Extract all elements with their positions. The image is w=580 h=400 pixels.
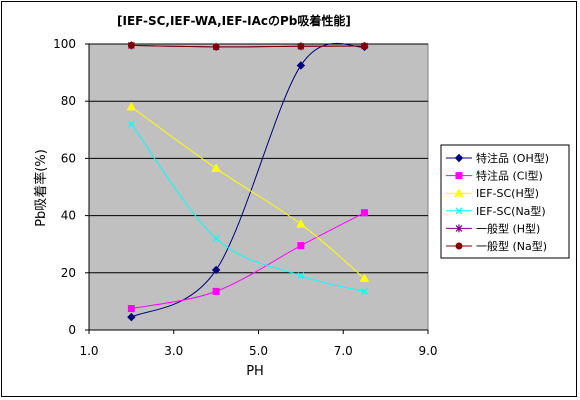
point-2-2 bbox=[296, 219, 306, 228]
legend-marker-1 bbox=[455, 172, 463, 180]
point-1-3 bbox=[360, 209, 368, 217]
legend-marker-0 bbox=[454, 153, 464, 163]
series-1 bbox=[127, 209, 368, 313]
point-1-0 bbox=[127, 305, 135, 313]
legend-item-0: 特注品 (OH型) bbox=[446, 151, 549, 165]
y-tick-label-5: 100 bbox=[53, 37, 76, 51]
legend-label-1: 特注品 (Cl型) bbox=[476, 169, 543, 183]
x-tick-label-1: 3.0 bbox=[164, 344, 183, 358]
point-3-1 bbox=[212, 235, 220, 242]
chart-title: [IEF-SC,IEF-WA,IEF-IAcのPb吸着性能] bbox=[117, 13, 351, 28]
legend-label-0: 特注品 (OH型) bbox=[476, 151, 549, 165]
legend-label-5: 一般型 (Na型) bbox=[476, 239, 547, 253]
y-axis-title: Pb吸着率(%) bbox=[33, 149, 49, 227]
grid-lines bbox=[89, 43, 428, 274]
legend-item-2: IEF-SC(H型) bbox=[446, 186, 539, 200]
point-2-3 bbox=[359, 273, 370, 283]
point-1-2 bbox=[297, 242, 305, 250]
x-axis-title: PH bbox=[246, 364, 264, 379]
point-3-3 bbox=[360, 287, 368, 295]
series-line-1 bbox=[131, 212, 365, 310]
y-tick-labels: 0 20 40 60 80 100 bbox=[53, 37, 76, 337]
series-line-3 bbox=[130, 123, 365, 292]
y-tick-label-0: 0 bbox=[68, 323, 76, 337]
point-5-2 bbox=[297, 42, 305, 50]
plot-area bbox=[88, 43, 429, 331]
point-2-0 bbox=[126, 101, 137, 111]
point-5-0 bbox=[127, 41, 135, 49]
y-tick-label-4: 80 bbox=[61, 94, 76, 108]
point-1-1 bbox=[212, 287, 220, 295]
legend-label-2: IEF-SC(H型) bbox=[476, 186, 539, 200]
y-tick-label-3: 60 bbox=[61, 151, 76, 165]
series-group bbox=[126, 41, 370, 322]
point-5-1 bbox=[212, 43, 220, 51]
y-tick-label-2: 40 bbox=[61, 209, 76, 223]
legend-marker-4 bbox=[455, 224, 463, 233]
series-3 bbox=[127, 120, 368, 295]
legend-item-3: IEF-SC(Na型) bbox=[446, 204, 546, 218]
point-2-1 bbox=[211, 163, 221, 172]
point-3-0 bbox=[127, 120, 135, 128]
series-5 bbox=[127, 41, 368, 51]
point-0-1 bbox=[211, 265, 221, 275]
x-tick-label-4: 9.0 bbox=[418, 344, 437, 358]
point-5-3 bbox=[360, 42, 368, 50]
point-0-2 bbox=[296, 61, 306, 70]
series-line-5 bbox=[131, 44, 365, 48]
legend-label-4: 一般型 (H型) bbox=[476, 221, 540, 235]
point-0-0 bbox=[127, 312, 136, 322]
series-line-0 bbox=[131, 42, 365, 318]
legend-box bbox=[440, 144, 570, 259]
point-3-2 bbox=[297, 272, 305, 280]
legend-item-1: 特注品 (Cl型) bbox=[446, 169, 543, 183]
x-tick-label-2: 5.0 bbox=[249, 344, 268, 358]
x-tick-labels: 1.0 3.0 5.0 7.0 9.0 bbox=[79, 344, 437, 358]
legend-label-3: IEF-SC(Na型) bbox=[476, 204, 546, 218]
legend-marker-3 bbox=[455, 207, 463, 215]
legend-item-4: 一般型 (H型) bbox=[446, 221, 540, 235]
x-tick-label-3: 7.0 bbox=[334, 344, 353, 358]
axes bbox=[85, 43, 429, 334]
x-tick-label-0: 1.0 bbox=[79, 344, 98, 358]
legend-marker-5 bbox=[455, 242, 463, 250]
series-2 bbox=[126, 101, 370, 283]
legend-item-5: 一般型 (Na型) bbox=[446, 239, 547, 253]
y-tick-label-1: 20 bbox=[61, 266, 76, 280]
legend: 特注品 (OH型) 特注品 (Cl型) IEF-SC(H型) IEF-SC(Na型) 一… bbox=[440, 144, 570, 259]
legend-marker-2 bbox=[454, 188, 464, 197]
series-line-2 bbox=[131, 106, 365, 279]
